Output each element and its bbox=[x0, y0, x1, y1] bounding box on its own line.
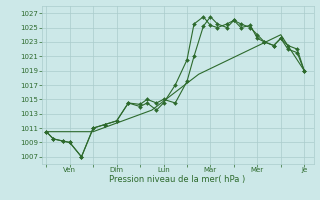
X-axis label: Pression niveau de la mer( hPa ): Pression niveau de la mer( hPa ) bbox=[109, 175, 246, 184]
